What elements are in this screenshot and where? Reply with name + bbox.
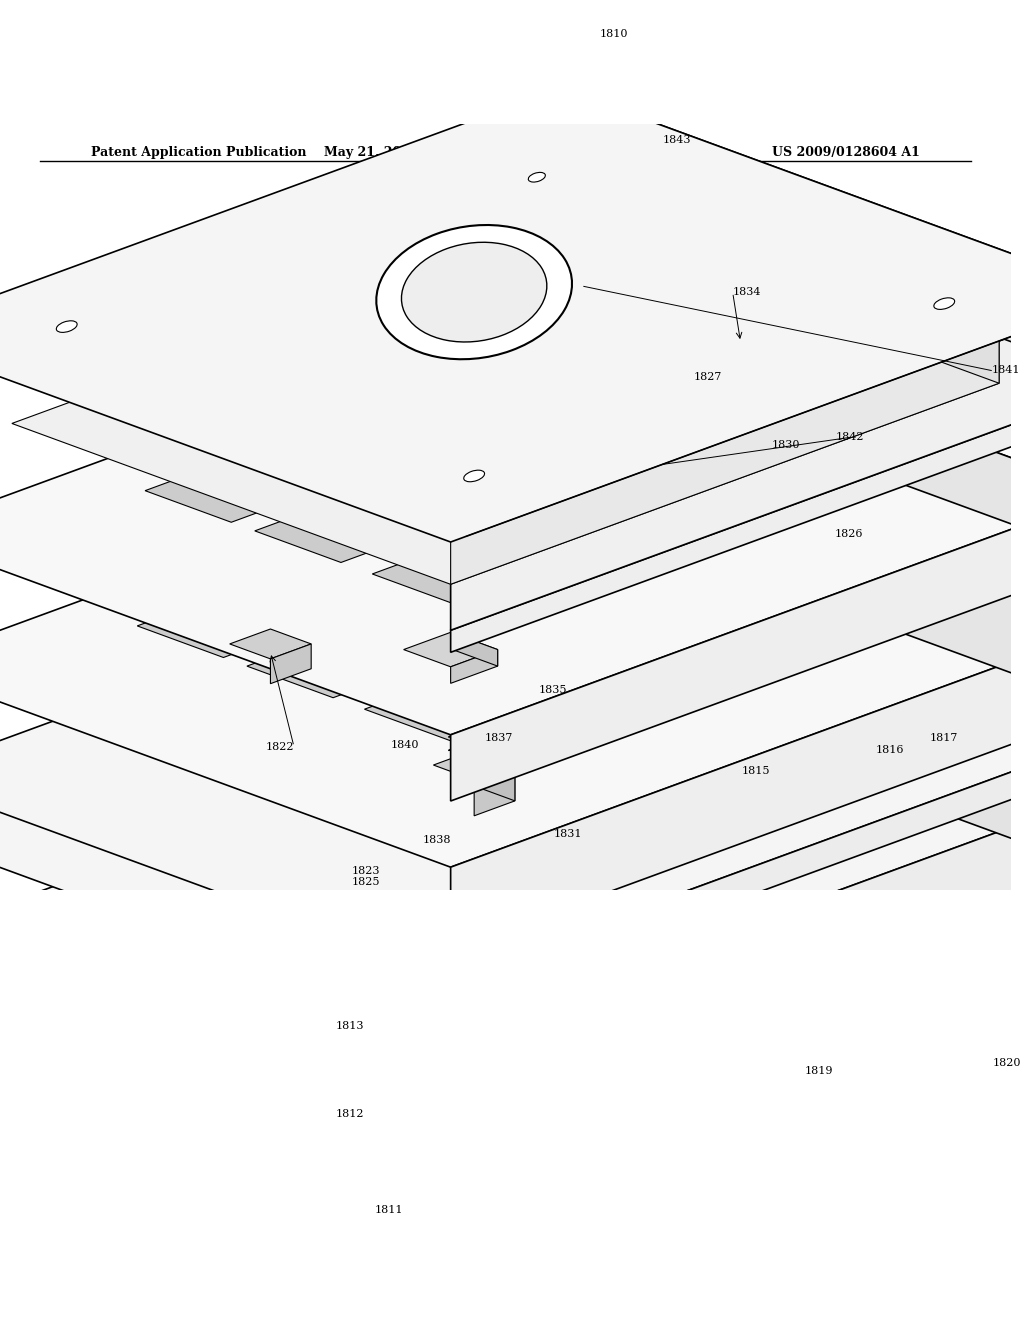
Polygon shape <box>373 537 560 606</box>
Polygon shape <box>560 135 999 383</box>
Text: 1842: 1842 <box>836 433 864 442</box>
Polygon shape <box>560 88 1024 383</box>
Text: FIG. 356: FIG. 356 <box>131 821 229 843</box>
Polygon shape <box>255 494 442 562</box>
Polygon shape <box>513 178 607 213</box>
Text: 1817: 1817 <box>930 734 958 743</box>
Polygon shape <box>560 701 1024 1023</box>
Polygon shape <box>451 494 1024 801</box>
Polygon shape <box>0 590 1024 1032</box>
Text: 1820: 1820 <box>992 1059 1021 1068</box>
Polygon shape <box>451 792 1024 1115</box>
Polygon shape <box>529 479 717 548</box>
Polygon shape <box>553 507 593 557</box>
Polygon shape <box>553 491 593 543</box>
Polygon shape <box>451 294 1024 630</box>
Polygon shape <box>560 535 1024 764</box>
Text: 1837: 1837 <box>485 734 513 743</box>
Polygon shape <box>0 88 1024 543</box>
Polygon shape <box>560 293 1024 560</box>
Polygon shape <box>560 590 1024 874</box>
Polygon shape <box>145 453 333 523</box>
Polygon shape <box>451 294 999 585</box>
Polygon shape <box>529 611 717 681</box>
Text: 1840: 1840 <box>391 739 419 750</box>
Ellipse shape <box>56 321 77 333</box>
Polygon shape <box>302 528 489 597</box>
Ellipse shape <box>464 470 484 482</box>
Polygon shape <box>699 319 781 348</box>
Text: 1841: 1841 <box>991 366 1020 375</box>
Text: 1838: 1838 <box>422 836 451 845</box>
Text: Patent Application Publication: Patent Application Publication <box>91 145 306 158</box>
Text: 1830: 1830 <box>772 441 801 450</box>
Ellipse shape <box>934 298 954 309</box>
Polygon shape <box>451 737 1024 1005</box>
Polygon shape <box>247 628 435 698</box>
Polygon shape <box>560 178 607 213</box>
Text: 1816: 1816 <box>876 746 903 755</box>
Text: 1834: 1834 <box>733 288 761 297</box>
Polygon shape <box>433 750 515 780</box>
Polygon shape <box>229 630 311 659</box>
Text: 1822: 1822 <box>265 742 294 751</box>
Polygon shape <box>0 701 1024 1143</box>
Polygon shape <box>12 222 999 585</box>
Polygon shape <box>365 672 553 741</box>
Text: 1826: 1826 <box>835 529 863 539</box>
Polygon shape <box>412 569 599 638</box>
Polygon shape <box>451 632 498 667</box>
Ellipse shape <box>376 224 572 359</box>
Polygon shape <box>0 535 1024 978</box>
Text: 1815: 1815 <box>742 766 770 776</box>
Polygon shape <box>137 589 326 657</box>
Text: 1810: 1810 <box>599 29 628 40</box>
Polygon shape <box>560 425 1024 709</box>
Text: 1825: 1825 <box>351 876 380 887</box>
Polygon shape <box>474 750 515 801</box>
Text: 1835: 1835 <box>539 685 566 696</box>
Polygon shape <box>560 195 607 230</box>
Text: 1831: 1831 <box>554 829 583 838</box>
Polygon shape <box>560 177 1024 405</box>
Polygon shape <box>512 491 593 521</box>
Polygon shape <box>451 626 1024 950</box>
Polygon shape <box>673 528 705 564</box>
Polygon shape <box>451 649 498 684</box>
Polygon shape <box>740 334 781 374</box>
Polygon shape <box>451 902 1024 1265</box>
Polygon shape <box>302 396 489 465</box>
Polygon shape <box>510 565 572 587</box>
Text: 1811: 1811 <box>375 1205 403 1216</box>
Text: May 21, 2009  Sheet 158 of 564: May 21, 2009 Sheet 158 of 564 <box>324 145 546 158</box>
Polygon shape <box>403 632 498 667</box>
Text: US 2009/0128604 A1: US 2009/0128604 A1 <box>772 145 920 158</box>
Ellipse shape <box>528 173 546 182</box>
Polygon shape <box>451 383 1024 652</box>
Text: 1827: 1827 <box>693 372 722 383</box>
Text: 1813: 1813 <box>336 1020 365 1031</box>
Polygon shape <box>0 425 1024 867</box>
Text: 1812: 1812 <box>336 1109 365 1119</box>
Polygon shape <box>474 766 515 816</box>
Text: 1843: 1843 <box>663 135 691 145</box>
Polygon shape <box>270 644 311 684</box>
Polygon shape <box>542 576 572 612</box>
Polygon shape <box>642 516 705 540</box>
Polygon shape <box>412 436 599 506</box>
Text: 1819: 1819 <box>805 1065 834 1076</box>
Text: 1823: 1823 <box>351 866 380 876</box>
Ellipse shape <box>401 243 547 342</box>
Polygon shape <box>0 293 1024 735</box>
